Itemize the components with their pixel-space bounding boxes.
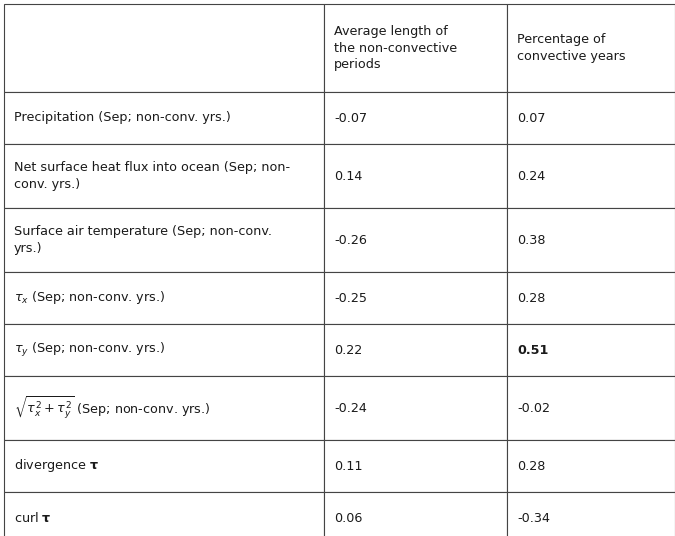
Bar (4, 440, 324, 492)
Text: -0.07: -0.07 (334, 111, 367, 124)
Text: Average length of
the non-convective
periods: Average length of the non-convective per… (334, 25, 457, 71)
Text: Surface air temperature (Sep; non-conv.
yrs.): Surface air temperature (Sep; non-conv. … (14, 225, 272, 255)
Bar (324, 324, 507, 376)
Bar (4, 4, 324, 92)
Text: Net surface heat flux into ocean (Sep; non-
conv. yrs.): Net surface heat flux into ocean (Sep; n… (14, 161, 290, 191)
Text: -0.25: -0.25 (334, 292, 367, 304)
Text: -0.26: -0.26 (334, 234, 367, 247)
Bar (324, 440, 507, 492)
Text: Percentage of
convective years: Percentage of convective years (517, 33, 626, 63)
Bar (324, 92, 507, 144)
Text: divergence $\mathbf{\tau}$: divergence $\mathbf{\tau}$ (14, 458, 99, 474)
Bar (4, 376, 324, 440)
Bar (324, 376, 507, 440)
Text: 0.24: 0.24 (517, 169, 545, 182)
Text: 0.06: 0.06 (334, 511, 362, 525)
Bar (4, 272, 324, 324)
Text: 0.28: 0.28 (517, 459, 545, 473)
Bar (507, 324, 675, 376)
Text: 0.14: 0.14 (334, 169, 362, 182)
Bar (324, 208, 507, 272)
Bar (4, 144, 324, 208)
Bar (4, 324, 324, 376)
Bar (324, 492, 507, 536)
Text: Precipitation (Sep; non-conv. yrs.): Precipitation (Sep; non-conv. yrs.) (14, 111, 231, 124)
Text: 0.38: 0.38 (517, 234, 545, 247)
Bar (324, 272, 507, 324)
Bar (507, 376, 675, 440)
Bar (4, 492, 324, 536)
Text: curl $\mathbf{\tau}$: curl $\mathbf{\tau}$ (14, 511, 52, 525)
Text: $\tau_x$ (Sep; non-conv. yrs.): $\tau_x$ (Sep; non-conv. yrs.) (14, 289, 165, 307)
Bar (507, 208, 675, 272)
Bar (507, 4, 675, 92)
Bar (324, 144, 507, 208)
Bar (507, 272, 675, 324)
Text: 0.28: 0.28 (517, 292, 545, 304)
Text: $\sqrt{\tau_x^2 + \tau_y^2}$ (Sep; non-conv. yrs.): $\sqrt{\tau_x^2 + \tau_y^2}$ (Sep; non-c… (14, 395, 211, 421)
Text: 0.51: 0.51 (517, 344, 548, 356)
Bar (507, 144, 675, 208)
Bar (4, 208, 324, 272)
Text: 0.22: 0.22 (334, 344, 362, 356)
Text: 0.07: 0.07 (517, 111, 545, 124)
Bar (507, 440, 675, 492)
Bar (324, 4, 507, 92)
Bar (507, 92, 675, 144)
Bar (4, 92, 324, 144)
Text: -0.34: -0.34 (517, 511, 550, 525)
Text: -0.24: -0.24 (334, 401, 367, 414)
Text: $\tau_y$ (Sep; non-conv. yrs.): $\tau_y$ (Sep; non-conv. yrs.) (14, 341, 165, 359)
Bar (507, 492, 675, 536)
Text: -0.02: -0.02 (517, 401, 550, 414)
Text: 0.11: 0.11 (334, 459, 362, 473)
